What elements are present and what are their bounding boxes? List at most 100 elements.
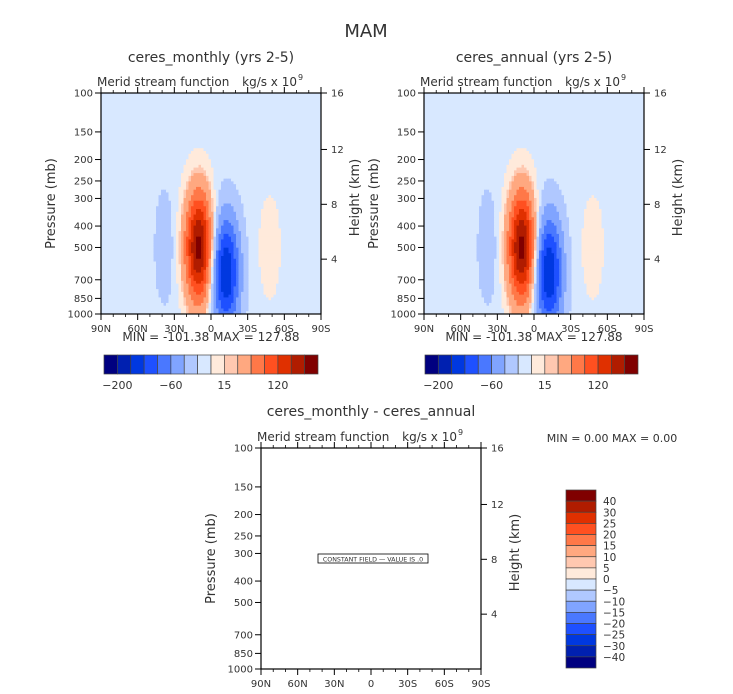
contour-cell — [203, 192, 207, 196]
contour-cell — [151, 126, 154, 130]
contour-cell — [311, 128, 314, 133]
contour-cell — [258, 175, 262, 180]
contour-cell — [171, 104, 174, 108]
contour-cell — [228, 192, 232, 196]
contour-cell — [148, 189, 152, 193]
contour-cell — [248, 206, 252, 210]
contour-cell — [116, 109, 119, 113]
contour-cell — [108, 142, 112, 146]
contour-cell — [303, 101, 307, 105]
contour-cell — [243, 200, 247, 204]
contour-cell — [256, 134, 259, 138]
contour-cell — [311, 134, 314, 138]
contour-cell — [246, 247, 249, 251]
contour-cell — [113, 244, 117, 249]
contour-cell — [128, 101, 132, 105]
contour-cell — [226, 145, 229, 149]
contour-cell — [281, 173, 284, 177]
contour-cell — [193, 93, 197, 97]
contour-cell — [316, 231, 319, 235]
contour-cell — [318, 123, 322, 127]
contour-cell — [273, 192, 277, 196]
contour-cell — [116, 231, 119, 235]
contour-cell — [293, 231, 297, 235]
contour-cell — [103, 203, 107, 207]
contour-cell — [196, 101, 199, 105]
contour-cell — [116, 192, 119, 196]
contour-cell — [276, 109, 279, 113]
contour-cell — [258, 117, 262, 122]
contour-cell — [171, 203, 174, 207]
contour-cell — [248, 128, 252, 133]
contour-cell — [176, 225, 179, 229]
contour-cell — [148, 244, 152, 249]
contour-cell — [251, 181, 254, 185]
contour-cell — [263, 142, 267, 146]
contour-cell — [218, 222, 222, 226]
contour-cell — [283, 242, 287, 246]
contour-cell — [213, 222, 217, 226]
contour-cell — [138, 181, 142, 185]
contour-cell — [186, 203, 189, 207]
contour-cell — [116, 197, 119, 202]
contour-cell — [218, 126, 222, 130]
contour-cell — [198, 197, 202, 202]
contour-cell — [243, 244, 247, 249]
contour-cell — [118, 233, 122, 238]
contour-cell — [236, 128, 239, 133]
contour-cell — [318, 148, 322, 152]
contour-cell — [236, 206, 239, 210]
contour-cell — [118, 164, 122, 168]
contour-cell — [206, 242, 209, 246]
contour-cell — [141, 117, 144, 122]
contour-cell — [148, 156, 152, 160]
contour-cell — [271, 206, 274, 210]
contour-cell — [306, 134, 309, 138]
contour-cell — [116, 195, 119, 199]
contour-cell — [231, 233, 234, 238]
contour-cell — [151, 220, 154, 224]
contour-cell — [298, 186, 302, 191]
contour-cell — [253, 117, 257, 122]
contour-cell — [276, 244, 279, 249]
contour-cell — [253, 134, 257, 138]
contour-cell — [178, 126, 182, 130]
contour-cell — [306, 231, 309, 235]
contour-cell — [216, 98, 219, 102]
contour-cell — [173, 106, 177, 110]
contour-cell — [218, 206, 222, 210]
contour-cell — [246, 126, 249, 130]
contour-cell — [133, 142, 137, 146]
contour-cell — [148, 214, 152, 218]
contour-cell — [103, 189, 107, 193]
contour-cell — [218, 209, 222, 213]
contour-cell — [141, 137, 144, 141]
contour-cell — [158, 195, 162, 199]
contour-cell — [238, 186, 242, 191]
contour-cell — [276, 200, 279, 204]
contour-cell — [151, 233, 154, 238]
contour-cell — [211, 137, 214, 141]
contour-cell — [118, 181, 122, 185]
contour-cell — [216, 170, 219, 174]
contour-cell — [241, 231, 244, 235]
contour-cell — [106, 197, 109, 202]
contour-cell — [298, 173, 302, 177]
contour-cell — [316, 115, 319, 119]
contour-cell — [208, 101, 212, 105]
contour-cell — [256, 236, 259, 240]
contour-cell — [138, 178, 142, 182]
contour-cell — [278, 148, 282, 152]
contour-cell — [118, 153, 122, 157]
contour-cell — [258, 195, 262, 199]
contour-cell — [301, 231, 304, 235]
contour-cell — [256, 228, 259, 232]
contour-cell — [208, 117, 212, 122]
contour-cell — [106, 137, 109, 141]
contour-cell — [251, 178, 254, 182]
contour-cell — [236, 175, 239, 180]
contour-cell — [111, 151, 114, 155]
contour-cell — [213, 159, 217, 163]
contour-cell — [118, 123, 122, 127]
contour-cell — [193, 128, 197, 133]
